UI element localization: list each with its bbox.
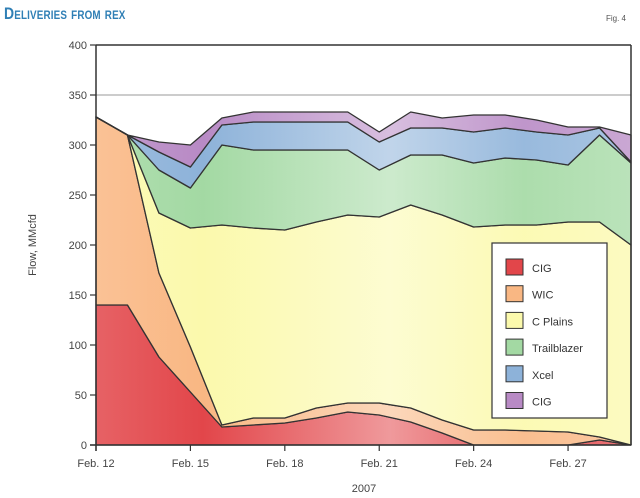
x-tick-label: Feb. 24 <box>455 458 492 470</box>
y-tick-label: 400 <box>69 40 87 52</box>
x-tick-label: Feb. 21 <box>361 458 398 470</box>
x-tick-label: Feb. 27 <box>549 458 586 470</box>
legend-swatch <box>505 285 524 303</box>
legend-swatch <box>505 365 524 383</box>
legend-swatch <box>505 258 524 276</box>
y-tick-label: 150 <box>69 290 87 302</box>
legend-swatch <box>505 392 524 409</box>
axes: 0 50 100 150 200 250 300 350 400 Feb. 12 Feb. 15 Fe… <box>69 40 632 470</box>
x-tick-label: Feb. 15 <box>172 458 209 470</box>
y-tick-label: 0 <box>81 440 87 452</box>
x-tick-label: Feb. 12 <box>77 458 114 470</box>
x-axis-label: 2007 <box>352 483 376 495</box>
y-tick-label: 50 <box>75 390 87 402</box>
y-tick-label: 250 <box>69 190 87 202</box>
legend: CIG WIC C Plains Trailblazer Xcel CIG <box>491 242 608 419</box>
legend-label: CIG <box>532 397 552 409</box>
y-tick-label: 300 <box>69 140 87 152</box>
legend-label: Trailblazer <box>532 343 583 355</box>
figure-label: Fig. 4 <box>605 14 626 23</box>
legend-label: CIG <box>532 263 552 275</box>
y-tick-label: 100 <box>69 340 87 352</box>
legend-label: C Plains <box>532 316 573 328</box>
x-tick-label: Feb. 18 <box>266 458 303 470</box>
chart-title: Deliveries from rex <box>4 4 126 23</box>
y-tick-label: 200 <box>69 240 87 252</box>
legend-swatch <box>505 311 524 329</box>
legend-swatch <box>505 338 524 356</box>
legend-label: Xcel <box>532 370 553 382</box>
legend-label: WIC <box>532 290 553 302</box>
y-tick-label: 350 <box>69 90 87 102</box>
y-axis-label: Flow, MMcfd <box>27 214 39 276</box>
